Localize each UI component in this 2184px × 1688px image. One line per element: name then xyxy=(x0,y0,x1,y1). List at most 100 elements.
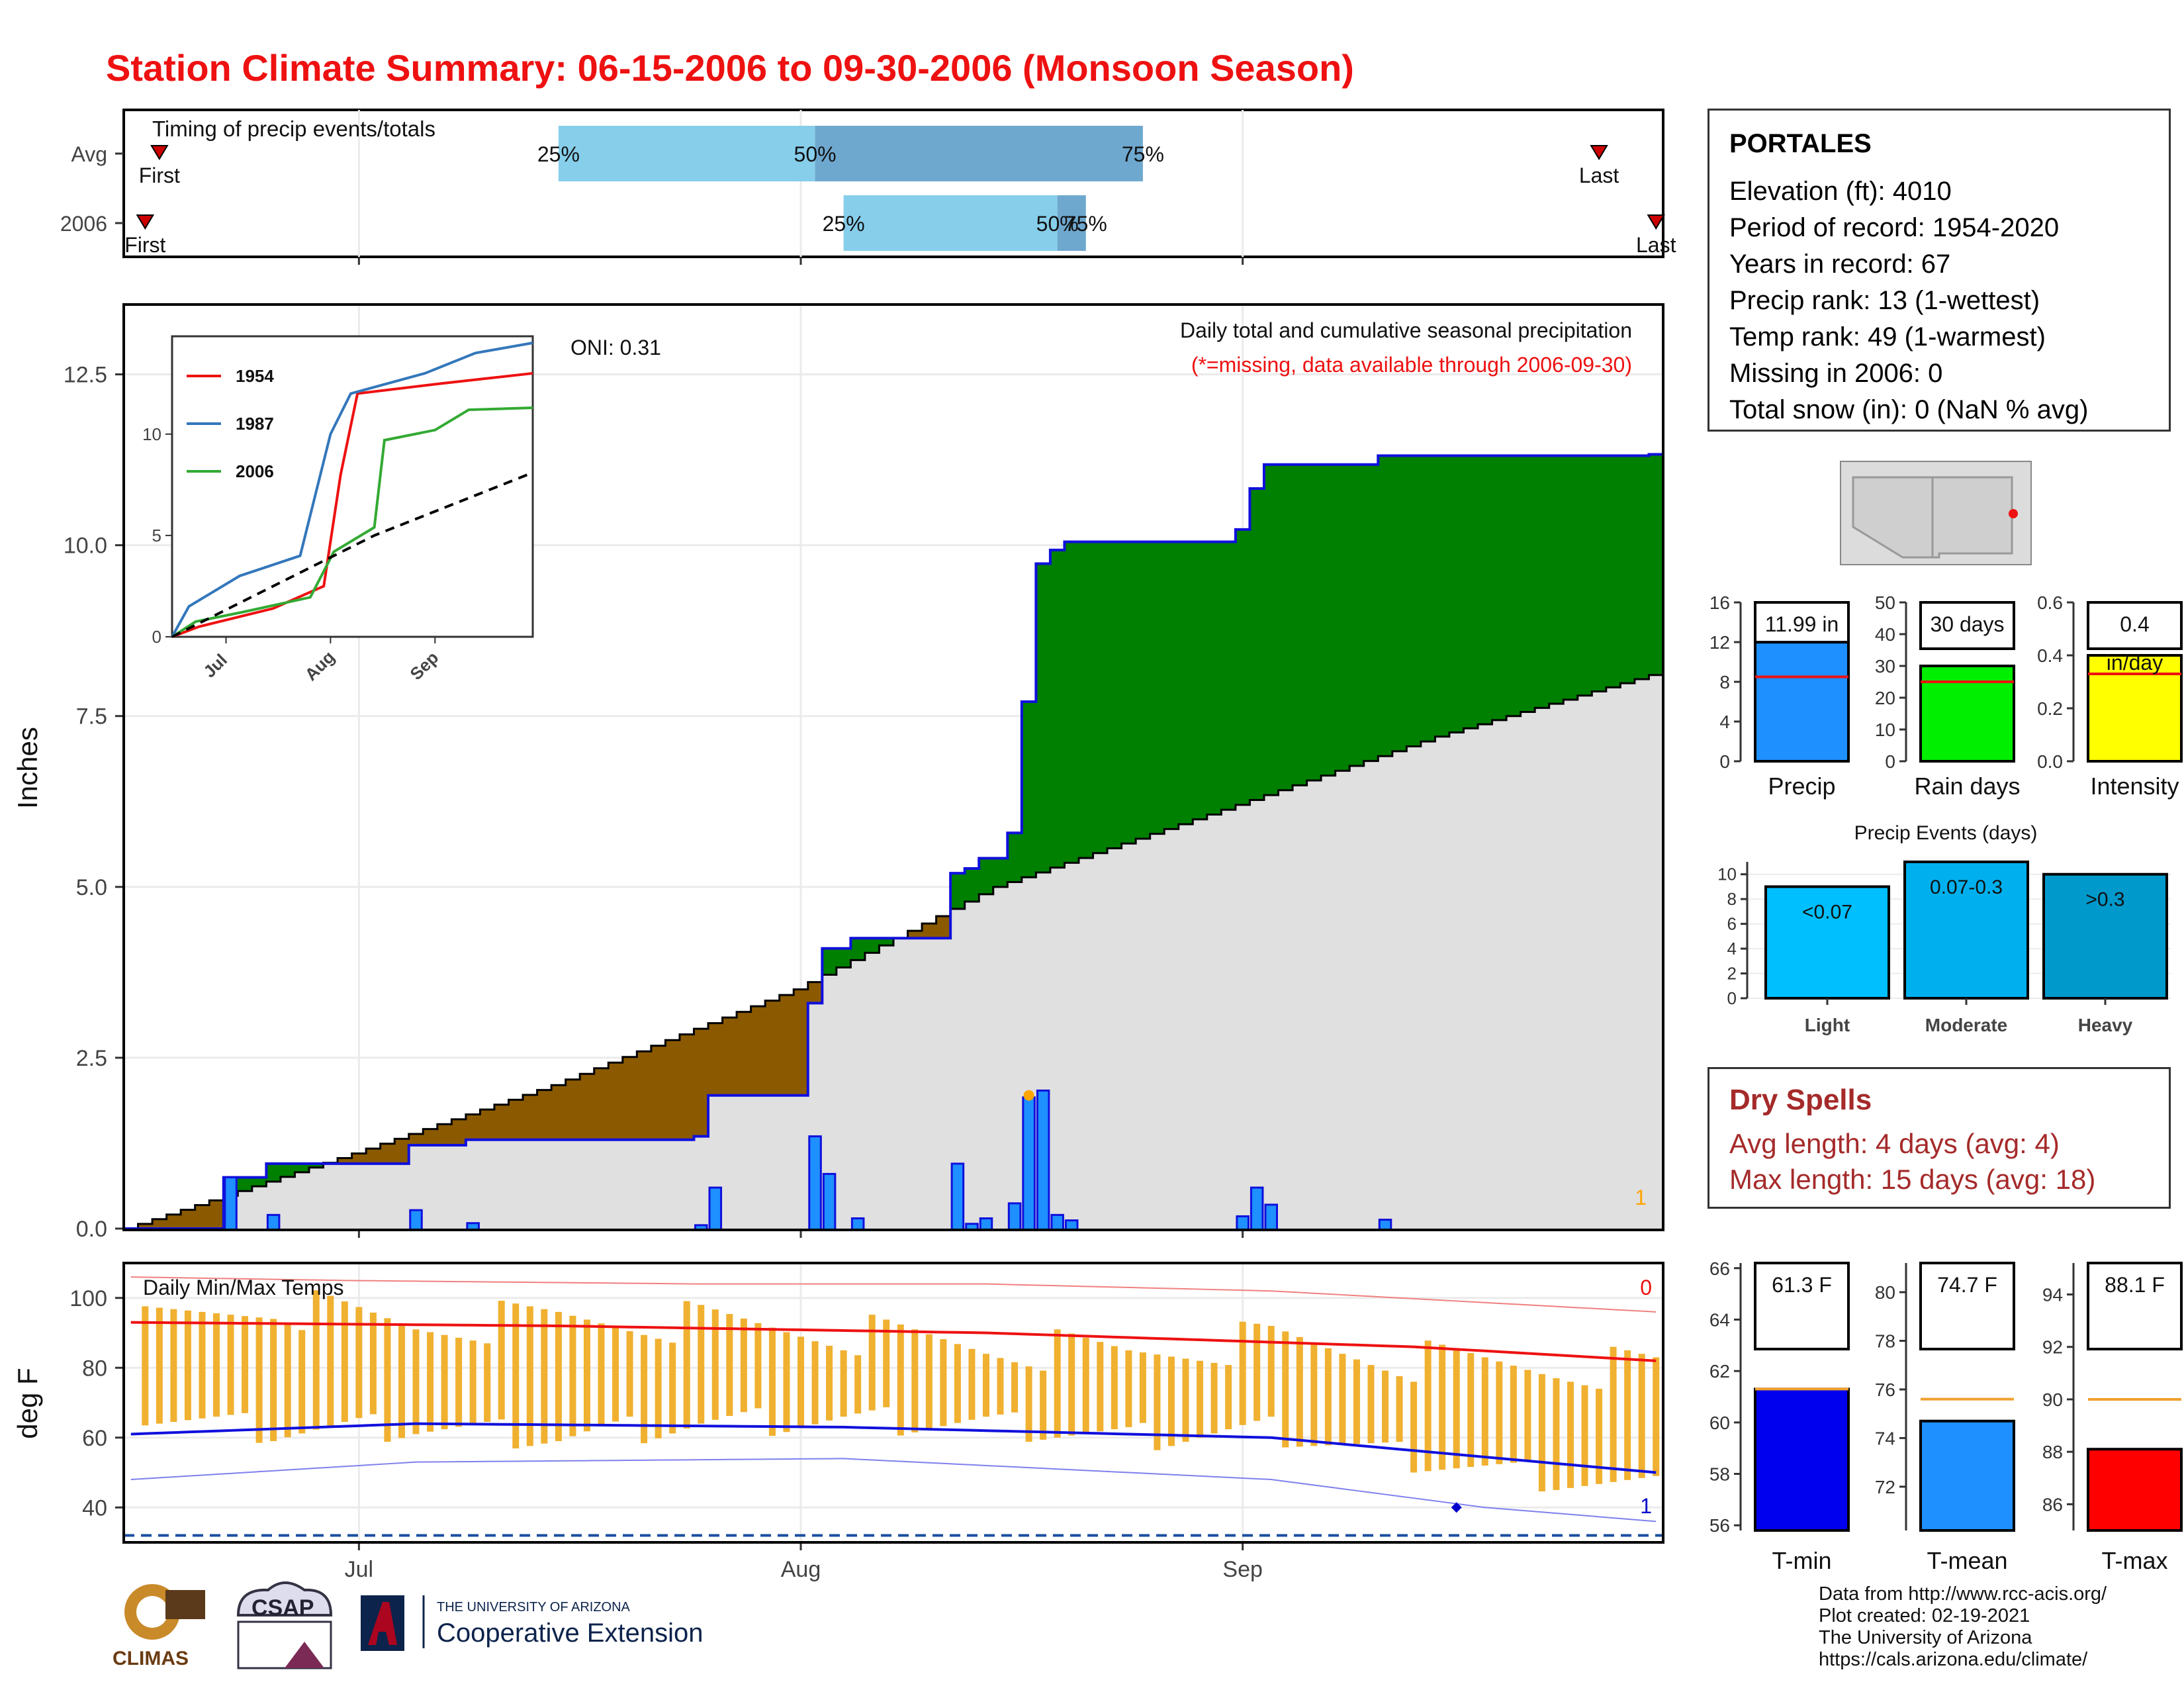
record-low-line xyxy=(130,1458,1657,1523)
temp-y-tick-label: 80 xyxy=(82,1356,107,1381)
precip-y-tick-label: 5.0 xyxy=(76,875,107,900)
credit-url: https://cals.arizona.edu/climate/ xyxy=(1819,1649,2088,1670)
daily-temp-range-bar xyxy=(469,1340,477,1425)
deficit-segment xyxy=(408,1133,424,1146)
deficit-segment xyxy=(523,1094,538,1140)
deficit-segment xyxy=(351,1153,367,1164)
surplus-segment xyxy=(993,858,1008,887)
deficit-segment xyxy=(480,1109,495,1140)
daily-temp-range-bar xyxy=(626,1331,633,1417)
tmax-normal-line xyxy=(130,1321,1657,1362)
surplus-segment xyxy=(1093,541,1108,853)
deficit-segment xyxy=(181,1209,196,1229)
deficit-segment xyxy=(622,1056,637,1140)
daily-temp-range-bar xyxy=(1239,1321,1246,1425)
events-bar-label: 0.07-0.3 xyxy=(1930,876,2003,898)
deficit-segment xyxy=(152,1219,167,1229)
daily-temp-range-bar xyxy=(1353,1359,1360,1444)
inset-y-tick-label: 5 xyxy=(152,526,161,545)
timing-p25-label: 25% xyxy=(537,142,580,166)
daily-temp-range-bar xyxy=(997,1358,1004,1415)
deficit-segment xyxy=(922,923,937,939)
credit-data-source: Data from http://www.rcc-acis.org/ xyxy=(1819,1583,2107,1605)
inset-series-line xyxy=(171,371,533,638)
daily-temp-range-bar xyxy=(1596,1388,1603,1484)
station-precip-rank: Precip rank: 13 (1-wettest) xyxy=(1729,286,2040,315)
daily-temp-range-bar xyxy=(1182,1358,1189,1442)
daily-temp-range-bar xyxy=(484,1343,491,1423)
surplus-segment xyxy=(308,1163,324,1168)
daily-temp-range-bar xyxy=(1339,1354,1346,1445)
season-y-tick-label: 0.4 xyxy=(2037,645,2063,666)
daily-temp-range-bar xyxy=(384,1318,391,1442)
daily-temp-range-bar xyxy=(541,1309,548,1444)
deficit-segment xyxy=(779,995,794,1096)
credits-block: Data from http://www.rcc-acis.org/ Plot … xyxy=(1819,1583,2107,1671)
timing-last-label: Last xyxy=(1579,164,1619,187)
temp-chart: 40 60 80 100 Jul Aug Sep Daily Min/Max Temps 0 1 d… xyxy=(12,1262,1664,1582)
surplus-segment xyxy=(1577,455,1592,696)
surplus-segment xyxy=(1435,455,1450,737)
season-value-label: 30 days xyxy=(1930,612,2004,636)
daily-temp-range-bar xyxy=(1025,1366,1032,1442)
surplus-segment xyxy=(266,1163,281,1182)
daily-temp-range-bar xyxy=(569,1315,576,1436)
deficit-segment xyxy=(694,1029,709,1137)
surplus-segment xyxy=(1263,464,1279,796)
events-y-tick-label: 0 xyxy=(1727,988,1737,1008)
station-elevation: Elevation (ft): 4010 xyxy=(1729,177,1952,206)
location-map xyxy=(1840,461,2032,565)
timing-first-label: First xyxy=(139,164,180,187)
season-bar xyxy=(1919,665,2015,763)
daily-temp-range-bar xyxy=(1453,1348,1460,1469)
daily-temp-range-bar xyxy=(156,1307,163,1424)
daily-temp-range-bar xyxy=(1410,1382,1418,1473)
tmean-category-label: T-min xyxy=(1772,1547,1832,1574)
surplus-segment xyxy=(1349,464,1365,766)
surplus-segment xyxy=(1021,702,1036,878)
daily-temp-range-bar xyxy=(412,1329,420,1434)
deficit-segment xyxy=(651,1045,666,1140)
daily-temp-range-bar xyxy=(341,1301,348,1423)
temp-y-tick-label: 100 xyxy=(69,1286,107,1311)
deficit-segment xyxy=(366,1149,381,1164)
events-category-label: Heavy xyxy=(2078,1015,2133,1035)
season-y-tick-label: 0.6 xyxy=(2037,592,2063,613)
timing-first-marker xyxy=(136,214,155,230)
daily-temp-range-bar xyxy=(897,1324,904,1436)
timing-bar-lower xyxy=(558,126,815,181)
daily-temp-range-bar xyxy=(683,1301,690,1429)
temp-x-tick-label: Aug xyxy=(781,1557,821,1582)
inset-y-tick-label: 10 xyxy=(142,424,161,444)
events-y-tick-label: 8 xyxy=(1727,889,1737,909)
record-low-marker xyxy=(1451,1502,1462,1513)
daily-temp-range-bar xyxy=(797,1336,805,1429)
daily-temp-range-bar xyxy=(1481,1357,1488,1466)
timing-bar-lower xyxy=(843,195,1058,251)
daily-temp-range-bar xyxy=(1610,1346,1617,1482)
timing-p50-label: 50% xyxy=(1036,212,1079,236)
surplus-segment xyxy=(1293,464,1308,786)
daily-temp-range-bar xyxy=(1567,1382,1574,1488)
daily-temp-range-bar xyxy=(1082,1337,1089,1434)
tmean-bar xyxy=(1919,1419,2015,1532)
daily-temp-range-bar xyxy=(1524,1370,1531,1462)
deficit-segment xyxy=(608,1062,623,1140)
precip-events-chart: Precip Events (days) 0 2 4 6 8 10 <0.07 Light 0.0… xyxy=(1717,822,2171,1035)
tmean-category-label: T-mean xyxy=(1927,1547,2007,1574)
timing-last-label: Last xyxy=(1636,233,1676,257)
station-info-box: PORTALES Elevation (ft): 4010 Period of … xyxy=(1707,109,2171,432)
precip-chart: 0.0 2.5 5.0 7.5 10.0 12.5 Daily total and cumu… xyxy=(12,303,1664,1242)
season-y-tick-label: 12 xyxy=(1709,632,1730,653)
surplus-segment xyxy=(822,948,837,975)
tmin-normal-line xyxy=(130,1422,1657,1474)
surplus-segment xyxy=(1078,541,1094,859)
dry-spells-avg: Avg length: 4 days (avg: 4) xyxy=(1729,1128,2060,1159)
timing-last-marker xyxy=(1647,214,1665,230)
deficit-segment xyxy=(451,1119,467,1146)
timing-title: Timing of precip events/totals xyxy=(152,117,435,141)
deficit-segment xyxy=(565,1079,580,1140)
daily-temp-range-bar xyxy=(1154,1354,1161,1450)
surplus-segment xyxy=(1221,541,1236,810)
surplus-segment xyxy=(1606,455,1621,688)
